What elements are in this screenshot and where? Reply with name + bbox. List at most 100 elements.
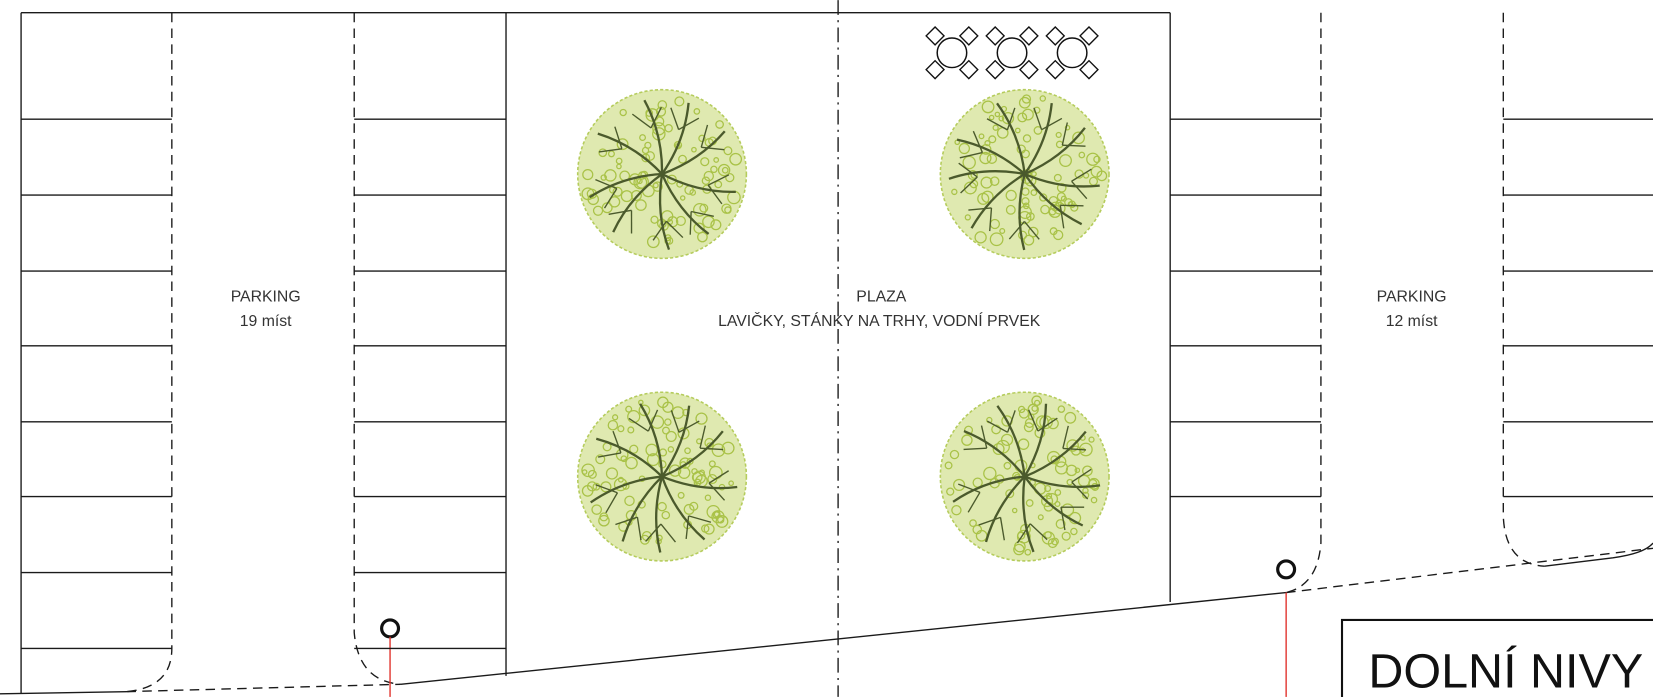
twig	[1029, 523, 1048, 541]
leaf	[1039, 193, 1048, 202]
leaf	[598, 514, 610, 527]
chair	[925, 59, 945, 80]
leaf	[1014, 127, 1021, 134]
branch	[661, 130, 726, 176]
twig	[1006, 410, 1016, 433]
leaf	[627, 426, 635, 434]
leaf	[994, 111, 1001, 118]
leaf	[999, 227, 1006, 234]
road-edge	[400, 591, 1287, 685]
branch	[1024, 475, 1101, 489]
leaf	[698, 134, 706, 143]
branch	[589, 172, 663, 199]
leaf	[710, 165, 718, 174]
leaf	[1031, 405, 1039, 412]
leaf	[1055, 518, 1066, 529]
leaf	[645, 443, 659, 457]
leaf	[1018, 96, 1031, 109]
twig	[595, 484, 618, 494]
leaf	[689, 189, 697, 196]
leaf	[612, 186, 623, 197]
twig	[1060, 204, 1084, 207]
leaf	[1051, 537, 1059, 546]
twig	[1041, 117, 1063, 131]
leaf	[961, 434, 973, 446]
branch	[963, 429, 1026, 478]
twig	[598, 148, 622, 153]
twig	[670, 410, 680, 433]
leaf	[1082, 465, 1093, 477]
leaf	[1061, 531, 1071, 541]
leaf	[979, 151, 992, 165]
leaf	[617, 425, 625, 433]
leaf	[684, 447, 691, 455]
leaf	[1070, 203, 1079, 212]
leaf	[1034, 427, 1046, 439]
chair	[1045, 59, 1066, 80]
leaf	[1033, 106, 1041, 114]
twig	[608, 209, 632, 215]
leaf	[944, 461, 953, 470]
leaf	[587, 469, 597, 479]
leaf	[1072, 131, 1085, 145]
twig	[603, 188, 618, 209]
branch	[660, 173, 710, 235]
twig	[1071, 468, 1092, 483]
lamp	[380, 618, 401, 639]
leaf	[679, 457, 691, 469]
leaf	[703, 170, 715, 182]
leaf	[1088, 436, 1095, 443]
parking-edge	[1285, 12, 1322, 594]
branch	[660, 476, 706, 541]
leaf	[1055, 199, 1062, 207]
road-edge	[126, 683, 401, 693]
twig	[652, 220, 667, 241]
parking-title: PARKING	[1377, 289, 1447, 306]
lamp	[1276, 559, 1297, 580]
leaf	[635, 199, 647, 211]
curb	[1612, 542, 1653, 559]
leaf	[679, 195, 686, 201]
twig	[999, 517, 1005, 541]
leaf	[981, 100, 995, 114]
chair	[958, 59, 979, 80]
leaf	[599, 512, 609, 522]
twig	[688, 515, 712, 523]
twig	[1028, 409, 1039, 432]
leaf	[598, 148, 608, 158]
leaf	[1088, 477, 1100, 490]
twig	[968, 207, 992, 211]
leaf	[1078, 151, 1086, 159]
leaf	[695, 412, 708, 425]
twig	[1062, 144, 1086, 147]
twig	[1008, 221, 1025, 240]
branch	[996, 405, 1026, 477]
twig	[1071, 168, 1092, 182]
leaf	[1022, 202, 1030, 210]
leaf	[629, 444, 639, 454]
leaf	[1021, 108, 1034, 121]
leaf	[693, 108, 701, 115]
leaf	[581, 463, 595, 478]
leaf	[627, 410, 641, 424]
chair	[1018, 26, 1039, 46]
twig	[678, 420, 700, 433]
twig	[597, 452, 622, 458]
boundary	[0, 690, 127, 695]
leaf	[657, 100, 668, 110]
branch	[658, 173, 671, 251]
leaf	[991, 424, 1002, 435]
leaf	[624, 495, 635, 507]
leaf	[974, 231, 987, 244]
twig	[605, 492, 619, 514]
leaf	[711, 443, 726, 457]
leaf	[725, 172, 735, 183]
branch	[996, 102, 1026, 175]
leaf	[607, 419, 619, 431]
leaf	[699, 203, 709, 213]
leaf	[625, 405, 633, 413]
leaf	[646, 235, 660, 249]
leaf	[650, 215, 659, 224]
branch	[661, 102, 690, 175]
